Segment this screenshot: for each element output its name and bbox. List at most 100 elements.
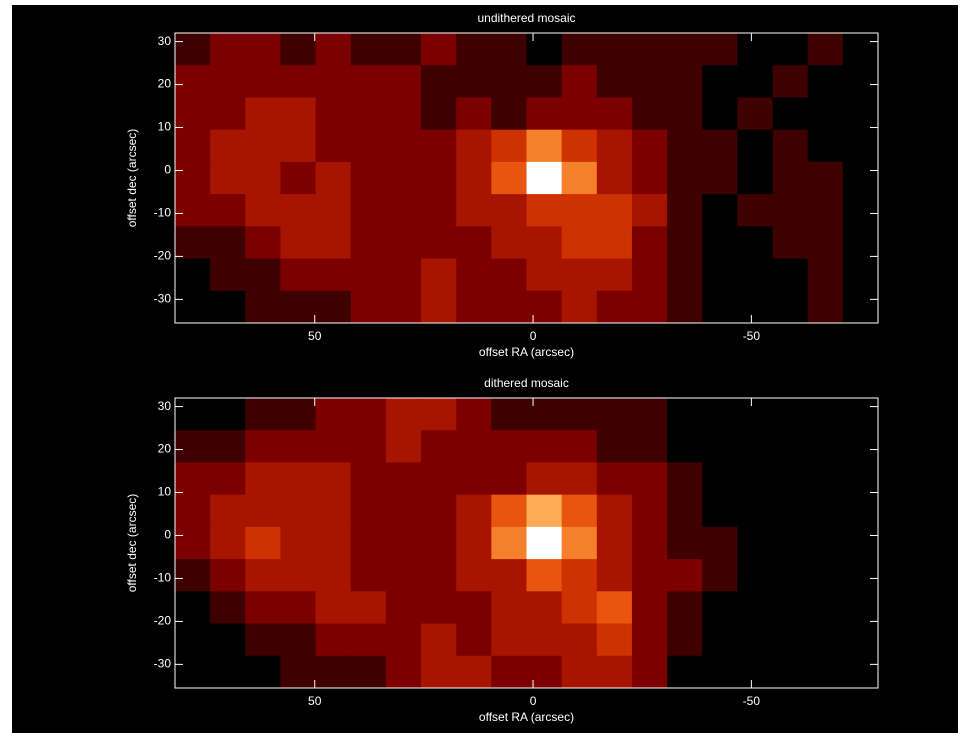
heat-cell [737,194,773,227]
heat-cell [351,462,387,495]
heat-cell [421,398,457,431]
y-tick-label: -30 [154,657,172,671]
heat-cell [667,624,703,657]
heat-cell [597,656,633,689]
heat-cell [597,97,633,130]
heat-cell [843,259,879,292]
heat-cell [527,656,563,689]
heat-cell [843,430,879,463]
heat-cell [386,559,422,592]
heat-cell [456,194,492,227]
heat-cell [667,259,703,292]
heat-cell [632,495,668,528]
heat-cell [702,624,738,657]
heat-cell [280,430,316,463]
heat-cell [210,33,246,66]
heat-cell [421,462,457,495]
heat-cell [562,398,598,431]
y-tick-label: 30 [158,399,172,413]
heat-cell [773,194,809,227]
panel-title: undithered mosaic [477,11,575,25]
heat-cell [316,226,352,259]
heat-cell [386,97,422,130]
heat-cell [351,495,387,528]
heat-cell [667,65,703,98]
heat-cell [421,259,457,292]
heat-cell [421,130,457,163]
heat-cell [667,559,703,592]
heat-cell [456,462,492,495]
heat-cell [632,130,668,163]
heat-cell [175,559,211,592]
heat-cell [245,559,281,592]
heat-cell [386,259,422,292]
heat-cell [491,162,527,195]
heat-cell [316,591,352,624]
heat-cell [808,33,844,66]
heat-cell [702,259,738,292]
heat-cell [421,430,457,463]
heat-cell [527,291,563,324]
heat-cell [456,430,492,463]
heat-cell [667,97,703,130]
heat-cell [702,495,738,528]
heat-cell [210,291,246,324]
x-tick-label: 50 [308,694,322,708]
heat-cell [210,162,246,195]
heat-cell [773,559,809,592]
heat-cell [702,430,738,463]
heat-cell [597,259,633,292]
heat-cell [527,398,563,431]
heat-cell [737,398,773,431]
heat-cell [702,65,738,98]
heat-cell [351,591,387,624]
heat-cell [491,495,527,528]
heat-cell [421,591,457,624]
heat-cell [351,259,387,292]
x-tick-label: 0 [530,694,537,708]
heat-cell [456,226,492,259]
heat-cell [562,656,598,689]
heat-cell [491,130,527,163]
heat-cell [175,430,211,463]
heat-cell [527,65,563,98]
heat-cell [491,462,527,495]
heat-cell [421,495,457,528]
y-tick-label: 10 [158,120,172,134]
heat-cell [562,559,598,592]
heat-cell [702,97,738,130]
heat-cell [527,162,563,195]
heat-cell [280,527,316,560]
heat-cell [562,97,598,130]
heat-cell [386,33,422,66]
heat-cell [175,527,211,560]
heat-cell [421,194,457,227]
x-tick-label: 50 [308,329,322,343]
heat-cell [175,398,211,431]
heat-cell [175,291,211,324]
heat-cell [351,33,387,66]
heat-cell [351,398,387,431]
heat-cell [210,65,246,98]
heat-cell [245,430,281,463]
heat-cell [773,162,809,195]
heat-cell [843,559,879,592]
heat-cell [597,130,633,163]
heat-cell [597,398,633,431]
heat-cell [808,624,844,657]
heat-cell [667,398,703,431]
y-tick-label: 0 [164,528,171,542]
y-tick-label: 0 [164,163,171,177]
heat-cell [773,591,809,624]
heat-cell [386,624,422,657]
heat-cell [351,130,387,163]
heat-cell [562,527,598,560]
heat-cell [773,527,809,560]
heat-cell [562,259,598,292]
heat-cell [527,624,563,657]
heat-cell [351,559,387,592]
y-tick-label: -20 [154,249,172,263]
heat-cell [491,33,527,66]
heat-cell [808,65,844,98]
heat-cell [245,33,281,66]
